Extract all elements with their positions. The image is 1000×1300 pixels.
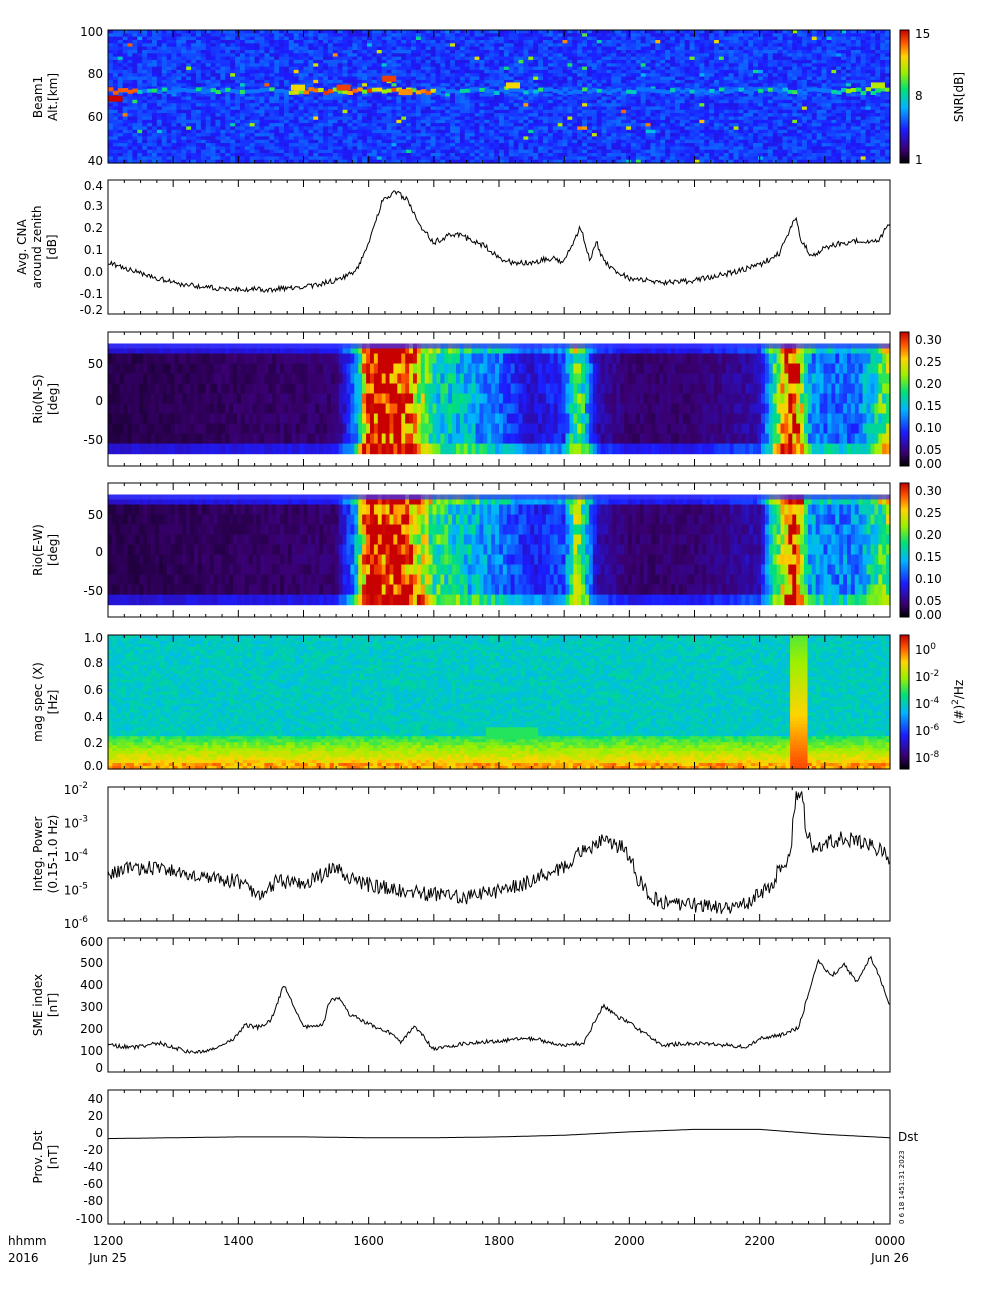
- rio-ew-ylabel-1: Rio(E-W): [31, 524, 45, 576]
- cna-ylabel-2: around zenith: [30, 206, 44, 289]
- sme-yticks: 0 100 200 300 400 500 600: [80, 935, 103, 1075]
- beam1-ylabel-2: Alt.[km]: [46, 73, 60, 121]
- x-axis-ticks: 1200 Jun 25 1400 1600 1800 2000 2200 0000 Jun 26: [88, 1234, 909, 1265]
- rio-ns-ylabel-1: Rio(N-S): [31, 374, 45, 423]
- x-tick-date: Jun 26: [870, 1251, 909, 1265]
- panel-rio-ns: Rio(N-S) [deg] -50 0 50 0.30 0.25 0.20 0…: [31, 331, 942, 471]
- sme-ylabel-1: SME index: [31, 974, 45, 1036]
- x-tick-label: 1800: [484, 1234, 515, 1248]
- x-axis-time-label: hhmm: [8, 1234, 47, 1248]
- rio-ew-ylabel-2: [deg]: [46, 534, 60, 566]
- cna-ytick-4: 0.2: [84, 221, 103, 235]
- rio-ns-ytick-0: 0: [95, 394, 103, 408]
- rio-ns-colorbar: [899, 331, 910, 467]
- panel-cna: Avg. CNA around zenith [dB] -0.2 -0.1 0.…: [15, 179, 891, 317]
- mag-spec-colorbar: [899, 634, 910, 770]
- beam1-colorbar-label: SNR[dB]: [952, 72, 966, 122]
- power-ytick: 10-6: [64, 915, 89, 931]
- beam1-colorbar: [899, 29, 910, 164]
- x-tick-label: 0000: [875, 1234, 906, 1248]
- time-ticks: [107, 30, 891, 1224]
- x-tick-label: 1200: [93, 1234, 124, 1248]
- mag-spec-heatmap: [108, 635, 891, 770]
- sme-ylabel-2: [nT]: [46, 993, 60, 1017]
- dst-ylabel-2: [nT]: [46, 1145, 60, 1169]
- power-line: [107, 791, 891, 914]
- rio-ew-ytick-0: 0: [95, 545, 103, 559]
- cna-ytick-3: 0.1: [84, 243, 103, 257]
- cna-ylabel-1: Avg. CNA: [15, 219, 29, 275]
- beam1-ytick-100: 100: [80, 25, 103, 39]
- beam1-colorbar-tick-8: 8: [915, 89, 923, 103]
- panel-mag-spec: mag spec (X) [Hz] 0.0 0.2 0.4 0.6 0.8 1.…: [31, 631, 966, 773]
- mag-spec-colorbar-label: (#)2/Hz: [951, 680, 966, 725]
- power-ylabel-2: (0.15-1.0 Hz): [46, 815, 60, 894]
- x-axis: hhmm 2016 1200 Jun 25 1400 1600 1800 2000 2200…: [8, 1234, 909, 1265]
- beam1-ytick-60: 60: [88, 110, 103, 124]
- cna-ytick-2: 0.0: [84, 265, 103, 279]
- beam1-colorbar-tick-1: 1: [915, 153, 923, 167]
- power-ytick: 10-3: [64, 815, 88, 831]
- panel-beam1-snr: Beam1 Alt.[km] 40 60 80 100 15 8 1 SNR[d…: [31, 25, 966, 168]
- beam1-heatmap: [108, 30, 891, 164]
- x-tick-label: 1600: [353, 1234, 384, 1248]
- cna-ytick-1: -0.1: [80, 287, 103, 301]
- mag-spec-ylabel-1: mag spec (X): [31, 662, 45, 742]
- cna-ytick-5: 0.3: [84, 199, 103, 213]
- beam1-ytick-80: 80: [88, 67, 103, 81]
- cna-ytick-6: 0.4: [84, 179, 103, 193]
- mag-spec-yticks: 0.0 0.2 0.4 0.6 0.8 1.0: [84, 631, 103, 773]
- rio-ns-heatmap: [108, 343, 891, 455]
- dst-yticks: -100 -80 -60 -40 -20 0 20 40: [76, 1092, 103, 1226]
- rio-ew-heatmap: [108, 494, 891, 606]
- mag-spec-colorbar-ticks: 100 10-2 10-4 10-6 10-8: [915, 642, 940, 765]
- rio-ew-colorbar: [899, 482, 910, 618]
- rio-ew-colorbar-ticks: 0.30 0.25 0.20 0.15 0.10 0.05 0.00: [915, 484, 942, 622]
- cna-line: [107, 190, 891, 294]
- power-ylabel-1: Integ. Power: [31, 817, 45, 892]
- x-tick-label: 2000: [614, 1234, 645, 1248]
- sme-line: [107, 955, 891, 1055]
- x-axis-year-label: 2016: [8, 1251, 39, 1265]
- cna-ylabel-3: [dB]: [45, 234, 59, 259]
- beam1-ylabel-1: Beam1: [31, 76, 45, 118]
- rio-ns-ytick-50: 50: [88, 357, 103, 371]
- power-ytick: 10-5: [64, 882, 88, 898]
- x-tick-label: 2200: [744, 1234, 775, 1248]
- panel-dst: Prov. Dst [nT] -100 -80 -60 -40 -20 0 20…: [31, 1089, 918, 1226]
- rio-ns-colorbar-ticks: 0.30 0.25 0.20 0.15 0.10 0.05 0.00: [915, 333, 942, 471]
- power-yticks: 10-2 10-3 10-4 10-5 10-6: [64, 781, 89, 931]
- power-ytick: 10-4: [64, 848, 89, 864]
- beam1-ytick-40: 40: [88, 154, 103, 168]
- timestamp-stamp: 0 6 18 1451:31 2023: [898, 1150, 906, 1224]
- panel-integ-power: Integ. Power (0.15-1.0 Hz) 10-210-310-41…: [31, 781, 891, 931]
- x-tick-date: Jun 25: [88, 1251, 127, 1265]
- dst-line: [108, 1128, 890, 1140]
- rio-ns-ytick-m50: -50: [83, 433, 103, 447]
- panel-rio-ew: Rio(E-W) [deg] -50 0 50 0.30 0.25 0.20 0…: [31, 482, 942, 622]
- dst-legend: Dst: [898, 1130, 918, 1144]
- rio-ew-ytick-m50: -50: [83, 584, 103, 598]
- x-tick-label: 1400: [223, 1234, 254, 1248]
- power-ytick: 10-2: [64, 781, 88, 797]
- rio-ew-ytick-50: 50: [88, 508, 103, 522]
- panel-sme: SME index [nT] 0 100 200 300 400 500 600: [31, 935, 891, 1075]
- cna-ytick-0: -0.2: [80, 303, 103, 317]
- rio-ns-ylabel-2: [deg]: [46, 383, 60, 415]
- dst-ylabel-1: Prov. Dst: [31, 1130, 45, 1183]
- mag-spec-ylabel-2: [Hz]: [46, 690, 60, 715]
- beam1-colorbar-tick-15: 15: [915, 27, 930, 41]
